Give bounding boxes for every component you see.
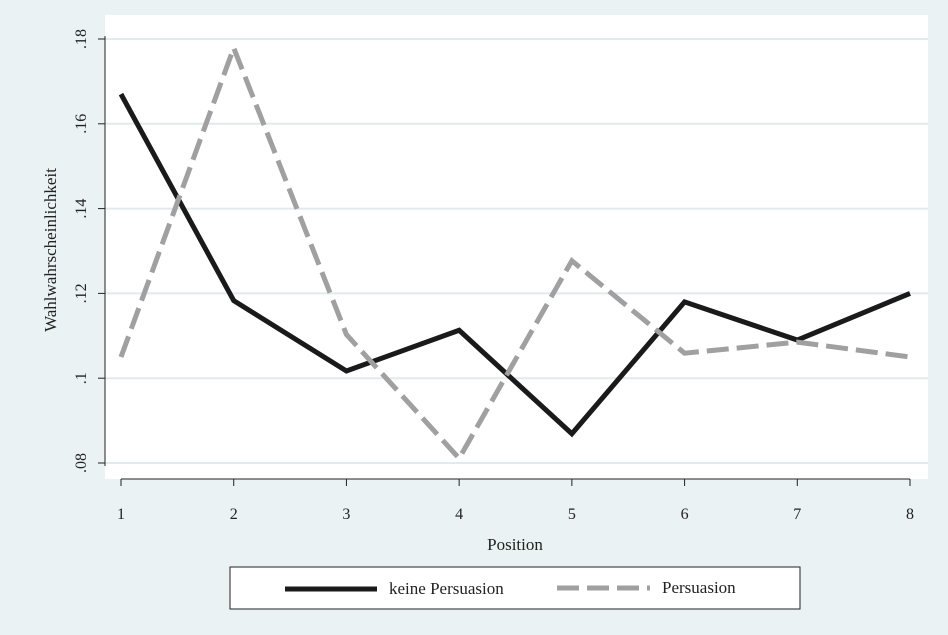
- x-axis-ticks: 1 2 3 4 5 6 7 8: [117, 479, 914, 523]
- y-tick-label-0: .08: [73, 453, 90, 473]
- series-line-keine-persuasion: [118, 92, 911, 438]
- series-group: [118, 40, 911, 463]
- x-tick-label-0: 1: [117, 506, 125, 523]
- x-axis-title: Position: [487, 535, 543, 554]
- gridlines: [105, 38, 928, 464]
- y-tick-label-1: .1: [73, 372, 90, 384]
- legend: keine Persuasion Persuasion: [229, 566, 801, 610]
- y-tick-label-2: .12: [73, 283, 90, 303]
- y-tick-label-4: .16: [73, 114, 90, 134]
- x-tick-label-4: 5: [568, 506, 576, 523]
- legend-label-keine-persuasion: keine Persuasion: [389, 579, 504, 598]
- y-tick-label-5: .18: [73, 29, 90, 49]
- x-tick-label-3: 4: [455, 506, 463, 523]
- series-line-persuasion: [118, 40, 911, 463]
- legend-label-persuasion: Persuasion: [662, 578, 736, 597]
- y-axis-title: Wahlwahrscheinlichkeit: [41, 168, 60, 332]
- x-tick-label-1: 2: [230, 506, 238, 523]
- x-tick-label-5: 6: [681, 506, 689, 523]
- x-tick-label-6: 7: [793, 506, 801, 523]
- plot-area: [105, 15, 928, 479]
- x-tick-label-7: 8: [906, 506, 914, 523]
- x-tick-label-2: 3: [342, 506, 350, 523]
- y-axis-ticks: .08 .1 .12 .14 .16 .18: [73, 29, 105, 473]
- y-tick-label-3: .14: [73, 199, 90, 219]
